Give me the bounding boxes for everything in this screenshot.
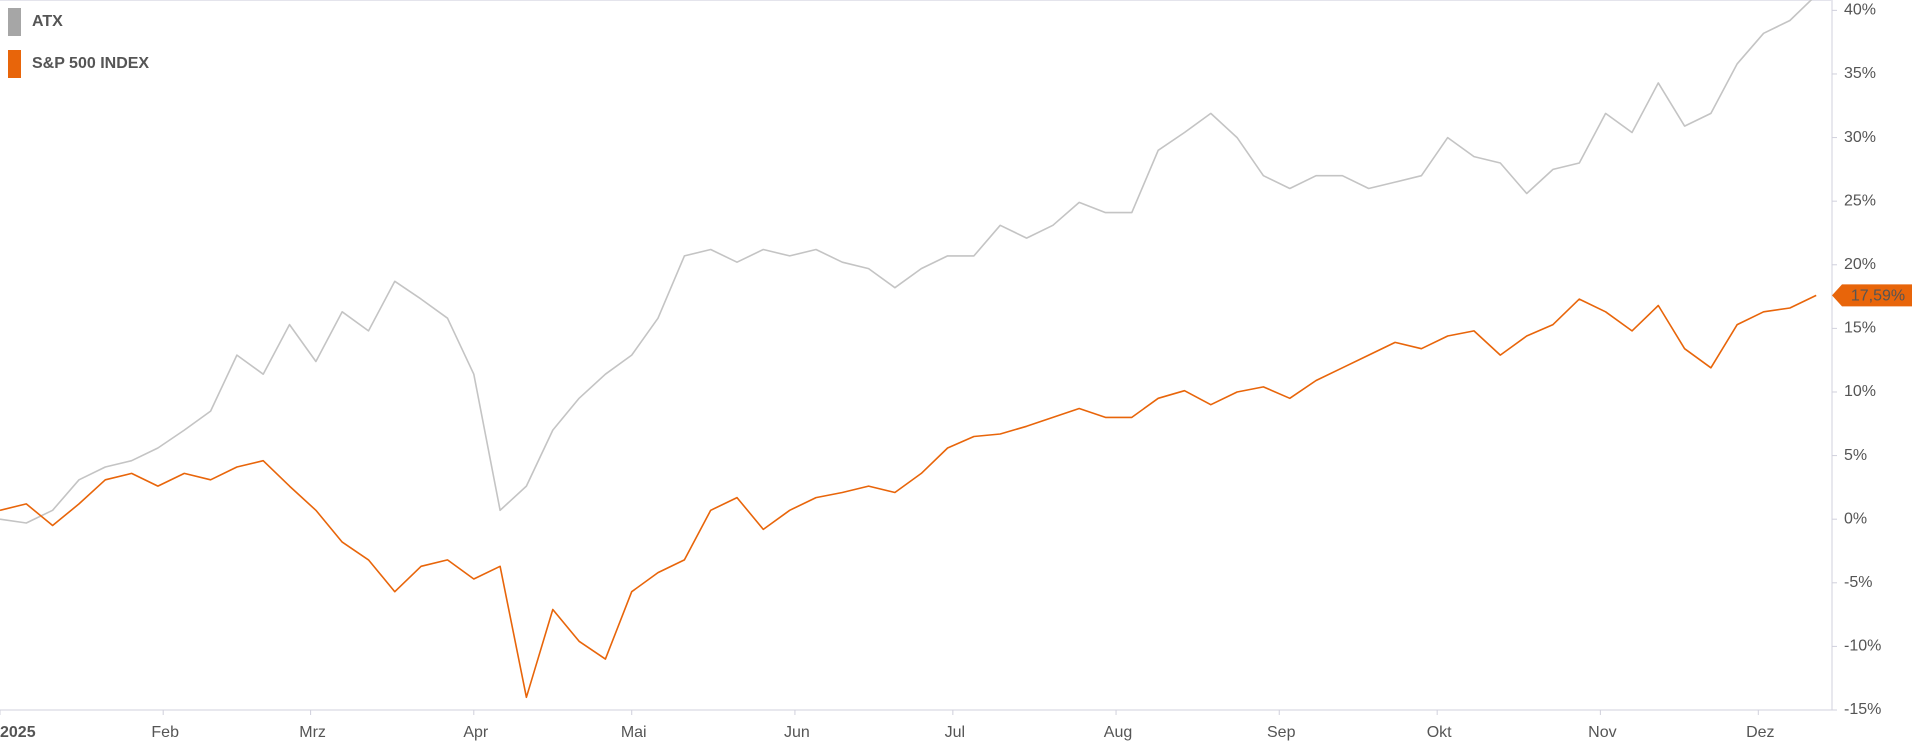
x-tick-label: Aug <box>1104 724 1132 741</box>
x-tick-label: Jun <box>784 724 810 741</box>
x-tick-label: 2025 <box>0 724 36 741</box>
value-flag <box>1832 284 1912 307</box>
y-tick-label: -5% <box>1844 574 1872 591</box>
legend-label: ATX <box>32 13 63 30</box>
y-tick-label: -10% <box>1844 638 1881 655</box>
x-tick-label: Sep <box>1267 724 1296 741</box>
series-line <box>0 0 1813 524</box>
x-tick-label: Mrz <box>299 724 326 741</box>
x-tick-label: Dez <box>1746 724 1774 741</box>
y-tick-label: 15% <box>1844 320 1876 337</box>
legend-swatch <box>8 50 21 78</box>
x-tick-label: Okt <box>1427 724 1452 741</box>
y-tick-label: 0% <box>1844 510 1867 527</box>
series-line <box>0 294 1817 699</box>
legend-swatch <box>8 8 21 36</box>
x-tick-label: Nov <box>1588 724 1616 741</box>
value-label: 17,59% <box>1851 288 1905 305</box>
y-tick-label: 40% <box>1844 2 1876 19</box>
x-tick-label: Jul <box>945 724 965 741</box>
y-tick-label: 10% <box>1844 383 1876 400</box>
y-tick-label: 5% <box>1844 447 1867 464</box>
legend-label: S&P 500 INDEX <box>32 55 149 72</box>
x-tick-label: Mai <box>621 724 647 741</box>
y-tick-label: 25% <box>1844 192 1876 209</box>
x-tick-label: Feb <box>151 724 179 741</box>
y-tick-label: 20% <box>1844 256 1876 273</box>
x-tick-label: Apr <box>463 724 489 741</box>
y-tick-label: 30% <box>1844 129 1876 146</box>
y-tick-label: -15% <box>1844 701 1881 718</box>
y-tick-label: 35% <box>1844 65 1876 82</box>
